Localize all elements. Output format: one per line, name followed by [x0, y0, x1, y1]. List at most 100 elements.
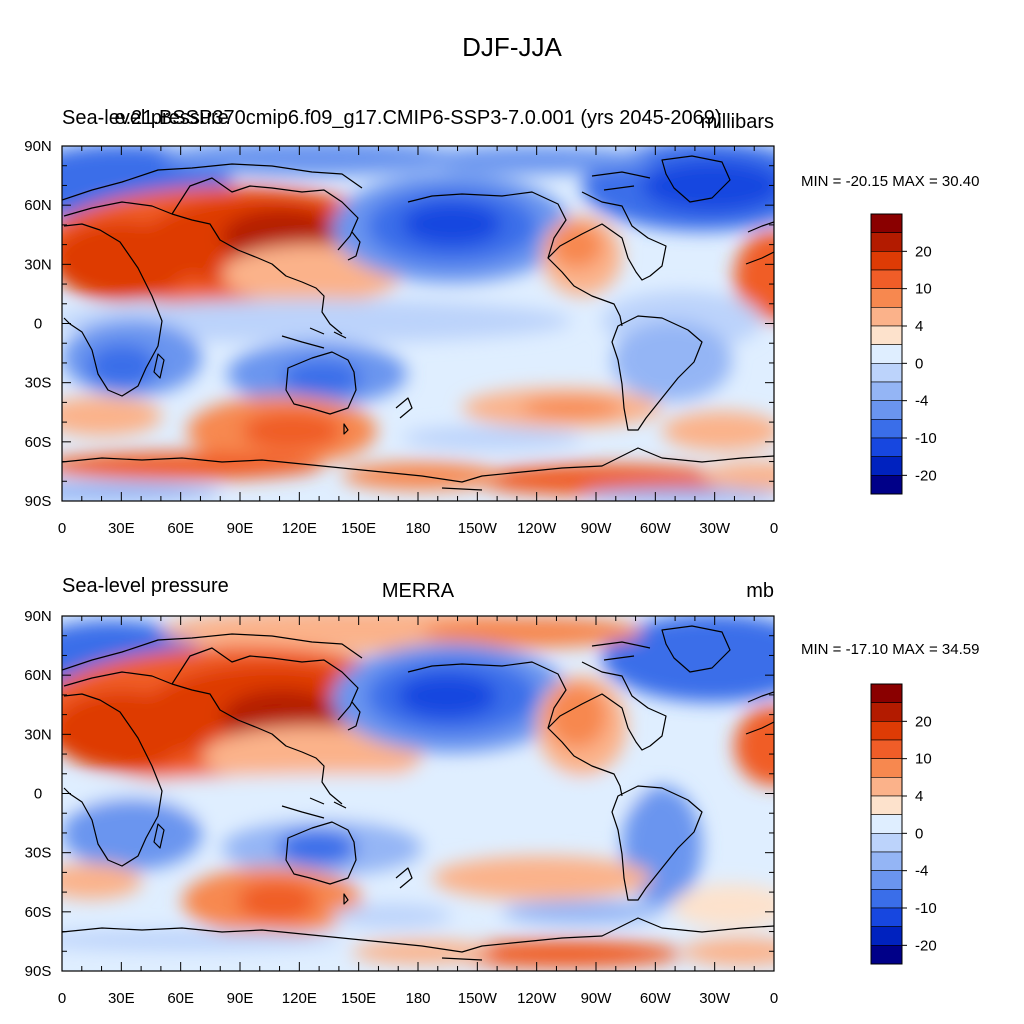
colorbar-frame [870, 683, 903, 965]
lon-tick-label: 90E [227, 990, 254, 1007]
lon-tick-label: 90W [581, 520, 613, 537]
colorbar-swatch [870, 702, 903, 722]
colorbar-swatch [870, 721, 903, 741]
colorbar-label: 10 [915, 281, 932, 298]
figure-title: DJF-JJA [462, 32, 562, 62]
lat-tick-label: 90N [24, 138, 52, 155]
lat-tick-label: 60S [25, 904, 52, 921]
colorbar-label: 10 [915, 751, 932, 768]
lat-tick-label: 90N [24, 608, 52, 625]
lon-tick-label: 60W [640, 990, 672, 1007]
lon-tick-label: 90W [581, 990, 613, 1007]
lon-tick-label: 30E [108, 520, 135, 537]
colorbar-swatch [870, 475, 903, 495]
lon-tick-label: 120E [282, 520, 317, 537]
colorbar-swatch [870, 456, 903, 476]
colorbar-swatch [870, 833, 903, 853]
lat-tick-label: 30S [25, 375, 52, 392]
colorbar-swatch [870, 758, 903, 778]
lon-tick-label: 30W [699, 990, 731, 1007]
lon-tick-label: 150E [341, 990, 376, 1007]
lat-labels-bottom: 90N 60N 30N 0 30S 60S 90S [24, 608, 52, 980]
lon-tick-label: 60E [167, 990, 194, 1007]
lon-tick-label: 120W [517, 990, 557, 1007]
lon-tick-label: 90E [227, 520, 254, 537]
colorbar-swatch [870, 907, 903, 927]
colorbar-swatch [870, 288, 903, 308]
colorbar-swatch [870, 814, 903, 834]
lon-tick-label: 30E [108, 990, 135, 1007]
colorbar-label: -20 [915, 467, 937, 484]
colorbar-swatch [870, 307, 903, 327]
lon-tick-label: 60W [640, 520, 672, 537]
lon-tick-label: 30W [699, 520, 731, 537]
lon-tick-label: 120E [282, 990, 317, 1007]
lon-tick-label: 150W [458, 990, 498, 1007]
panel-top-center-title: e.21.BSSP370cmip6.f09_g17.CMIP6-SSP3-7.0… [114, 107, 721, 129]
lon-tick-label: 0 [58, 990, 66, 1007]
colorbar-swatch [870, 400, 903, 420]
lon-labels-top: 0 30E 60E 90E 120E 150E 180 150W 120W 90W 60W 30W 0 [58, 520, 778, 537]
colorbar-label: -20 [915, 937, 937, 954]
lon-labels-bottom: 0 30E 60E 90E 120E 150E 180 150W 120W 90W 60W 30W 0 [58, 990, 778, 1007]
colorbar-swatch [870, 419, 903, 439]
colorbar-label: 20 [915, 243, 932, 260]
lat-tick-label: 30S [25, 845, 52, 862]
colorbar-swatch [870, 777, 903, 797]
lon-tick-label: 0 [770, 520, 778, 537]
colorbar-swatch [870, 945, 903, 965]
lon-tick-label: 150E [341, 520, 376, 537]
colorbar-label: 20 [915, 713, 932, 730]
lon-tick-label: 60E [167, 520, 194, 537]
colorbar-swatch [870, 251, 903, 271]
colorbar-label: -10 [915, 430, 937, 447]
panel-bottom: Sea-level pressure MERRA mb [24, 575, 979, 1007]
colorbar-swatch [870, 926, 903, 946]
panel-top-stats: MIN = -20.15 MAX = 30.40 [801, 173, 979, 190]
colorbar-swatch [870, 269, 903, 289]
colorbar-label: 4 [915, 788, 923, 805]
colorbar-swatch [870, 363, 903, 383]
colorbar-swatch [870, 851, 903, 871]
colorbar-swatch [870, 683, 903, 703]
lon-tick-label: 150W [458, 520, 498, 537]
colorbar-swatch [870, 870, 903, 890]
lat-tick-label: 0 [34, 316, 42, 333]
colorbar-swatch [870, 381, 903, 401]
panel-top: Sea-level pressure e.21.BSSP370cmip6.f09… [24, 107, 979, 537]
colorbar-swatch [870, 795, 903, 815]
lon-tick-label: 180 [405, 990, 430, 1007]
lat-tick-label: 30N [24, 256, 52, 273]
panel-top-units: millibars [701, 111, 774, 133]
colorbar-top: 20 10 4 0 -4 -10 -20 [870, 213, 937, 495]
colorbar-swatch [870, 739, 903, 759]
map-bottom [62, 616, 774, 971]
panel-top-left-title: Sea-level pressure [62, 107, 229, 129]
lat-tick-label: 90S [25, 493, 52, 510]
lat-labels-top: 90N 60N 30N 0 30S 60S 90S [24, 138, 52, 510]
panel-bottom-center-title: MERRA [382, 580, 455, 602]
lon-tick-label: 120W [517, 520, 557, 537]
ticks-top [61, 145, 775, 502]
lat-tick-label: 60N [24, 667, 52, 684]
lat-tick-label: 30N [24, 726, 52, 743]
colorbar-label: 0 [915, 825, 923, 842]
colorbar-label: 0 [915, 355, 923, 372]
colorbar-swatch [870, 889, 903, 909]
colorbar-frame [870, 213, 903, 495]
lat-tick-label: 0 [34, 786, 42, 803]
colorbar-label: -4 [915, 393, 928, 410]
colorbar-swatch [870, 232, 903, 252]
colorbar-bottom: 20 10 4 0 -4 -10 -20 [870, 683, 937, 965]
ticks-bottom [61, 615, 775, 972]
lon-tick-label: 180 [405, 520, 430, 537]
lon-tick-label: 0 [58, 520, 66, 537]
colorbar-swatch [870, 437, 903, 457]
colorbar-swatch [870, 325, 903, 345]
colorbar-swatch [870, 213, 903, 233]
lat-tick-label: 90S [25, 963, 52, 980]
lon-tick-label: 0 [770, 990, 778, 1007]
lat-tick-label: 60N [24, 197, 52, 214]
panel-bottom-units: mb [746, 580, 774, 602]
